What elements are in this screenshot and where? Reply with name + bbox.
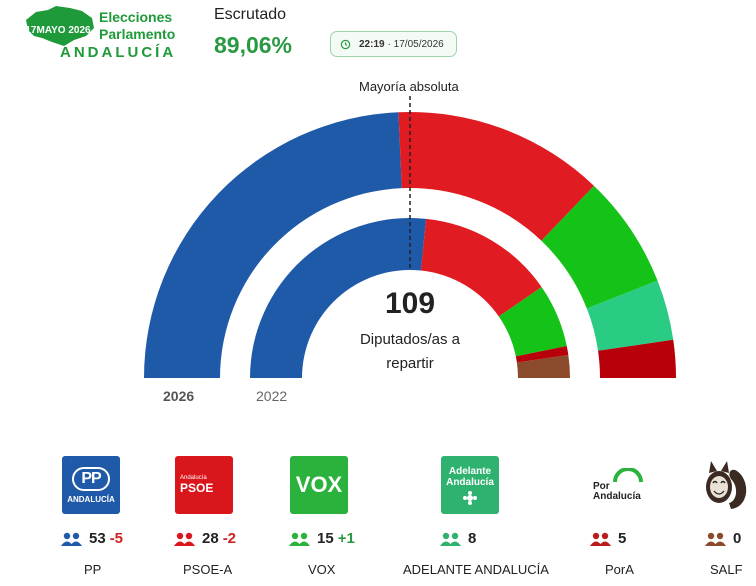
seat-segment-2026-vox[interactable]	[541, 185, 658, 309]
vox-seat-diff: +1	[337, 530, 355, 547]
seat-segment-2026-pp[interactable]	[144, 112, 402, 379]
seat-segment-2022-pora[interactable]	[515, 345, 569, 363]
salf-name: SALF	[710, 562, 743, 577]
hemicycle-chart	[144, 96, 676, 379]
psoe-logo: Andalucía PSOE	[175, 456, 233, 514]
ring-label-current: 2026	[163, 388, 195, 404]
people-icon	[590, 532, 611, 546]
psoe-seat-diff: -2	[222, 530, 237, 547]
seat-segment-2022-psoe-a[interactable]	[420, 218, 542, 317]
pora-seats: 5	[589, 530, 626, 547]
seat-segment-2026-pora[interactable]	[598, 339, 676, 378]
pp-name: PP	[84, 562, 102, 577]
flower-icon	[463, 490, 477, 505]
adelante-name: ADELANTE ANDALUCÍA	[403, 562, 549, 577]
people-icon	[705, 532, 726, 546]
pp-logo-sub: ANDALUCÍA	[67, 494, 115, 504]
people-icon	[61, 532, 82, 546]
party-item-vox[interactable]: VOX 15 +1 VOX	[288, 456, 390, 581]
vox-seats: 15 +1	[288, 530, 355, 547]
psoe-seats: 28 -2	[173, 530, 236, 547]
psoe-name: PSOE-A	[183, 562, 233, 577]
total-seats: 109	[384, 287, 436, 320]
party-item-salf[interactable]: 0 SALF	[698, 456, 756, 581]
pp-seats: 53 -5	[60, 530, 123, 547]
party-item-psoe[interactable]: Andalucía PSOE 28 -2 PSOE-A	[173, 456, 275, 581]
update-time-badge: 22:19 · 17/05/2026	[330, 31, 457, 57]
brand-date: 17MAYO 2026	[25, 25, 91, 36]
seat-segment-2026-adelante-andalucía[interactable]	[586, 280, 674, 351]
party-item-pp[interactable]: PP ANDALUCÍA 53 -5 PP	[60, 456, 162, 581]
psoe-logo-sub: Andalucía	[180, 475, 207, 481]
total-seats-label-line2: repartir	[386, 355, 434, 372]
pp-logo-text: PP	[72, 466, 110, 491]
people-icon	[440, 532, 461, 546]
people-icon	[289, 532, 310, 546]
majority-label: Mayoría absoluta	[359, 79, 459, 94]
pp-logo: PP ANDALUCÍA	[62, 456, 120, 514]
election-logo: 17MAYO 2026 Elecciones Parlamento ANDALU…	[22, 6, 197, 66]
people-icon	[174, 532, 195, 546]
adelante-logo-text: Adelante	[448, 465, 492, 477]
vox-name: VOX	[308, 562, 336, 577]
brand-title-line3: ANDALUCÍA	[60, 44, 177, 61]
adelante-logo-sub: Andalucía	[446, 476, 494, 488]
brand-title-line1: Elecciones	[99, 9, 173, 25]
pora-logo-sub: Andalucía	[593, 491, 641, 502]
andalucia-map-icon	[26, 6, 94, 46]
update-date: · 17/05/2026	[387, 38, 444, 50]
psoe-logo-text: PSOE	[180, 481, 214, 495]
pora-logo: Por Andalucía	[591, 456, 649, 514]
total-seats-label: Diputados/as a repartir	[335, 328, 485, 376]
salf-seats: 0	[704, 530, 741, 547]
seat-segment-2022-salf[interactable]	[516, 355, 570, 378]
pora-logo-text: Por	[593, 481, 610, 492]
salf-seat-count: 0	[733, 530, 742, 547]
adelante-seat-count: 8	[468, 530, 477, 547]
vox-logo: VOX	[290, 456, 348, 514]
scrutiny-value: 89,06%	[214, 32, 293, 58]
refresh-clock-icon	[340, 39, 351, 49]
seat-segment-2022-vox[interactable]	[498, 286, 567, 357]
ring-label-previous: 2022	[256, 388, 288, 404]
psoe-seat-count: 28	[202, 530, 219, 547]
adelante-seats: 8	[439, 530, 476, 547]
pora-arc-icon	[613, 468, 643, 482]
adelante-logo: Adelante Andalucía	[441, 456, 499, 514]
scrutiny-label: Escrutado	[214, 6, 287, 23]
total-seats-label-line1: Diputados/as a	[359, 331, 461, 348]
pora-name: PorA	[605, 562, 634, 577]
vox-seat-count: 15	[317, 530, 334, 547]
salf-logo	[698, 456, 752, 514]
seat-segment-2026-psoe-a[interactable]	[398, 112, 594, 241]
squirrel-icon	[706, 461, 747, 509]
pp-seat-diff: -5	[109, 530, 124, 547]
party-item-adelante[interactable]: Adelante Andalucía 8 ADELANTE ANDALUCÍA	[403, 456, 549, 581]
seat-segment-2022-pp[interactable]	[250, 218, 427, 378]
pp-seat-count: 53	[89, 530, 106, 547]
pora-seat-count: 5	[618, 530, 627, 547]
party-item-pora[interactable]: Por Andalucía 5 PorA	[589, 456, 691, 581]
update-time: 22:19	[359, 38, 385, 50]
brand-title-line2: Parlamento	[99, 26, 176, 42]
